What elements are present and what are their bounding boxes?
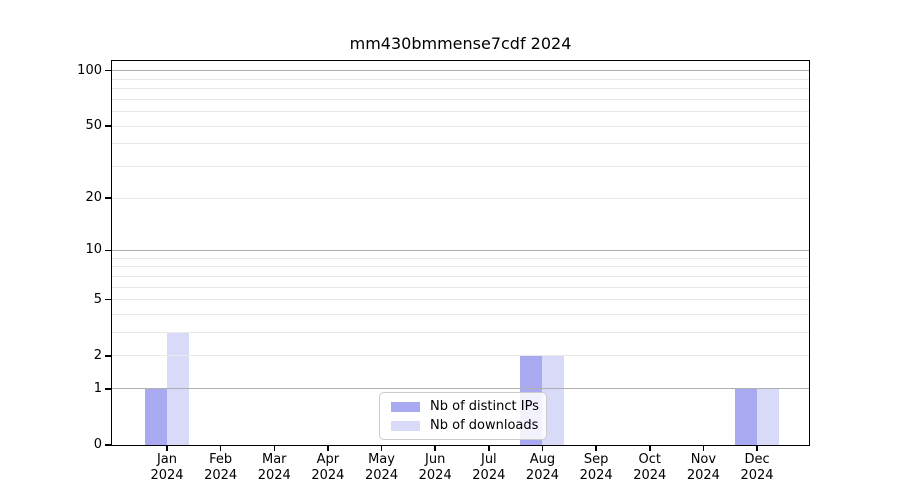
y-tick-2	[104, 355, 112, 357]
minor-gridline-2	[112, 355, 809, 357]
year-label: 2024	[472, 468, 506, 483]
month-label: Feb	[209, 452, 233, 467]
y-tick-label-5: 5	[93, 291, 102, 307]
x-tick-label-mar-2024: Mar 2024	[231, 452, 317, 484]
legend-item-distinct-ips: Nb of distinct IPs	[391, 399, 539, 414]
month-label: Mar	[262, 452, 287, 467]
minor-gridline-40	[112, 143, 809, 145]
y-tick-10	[104, 249, 112, 252]
year-label: 2024	[418, 468, 452, 483]
month-label: May	[368, 452, 395, 467]
y-tick-5	[104, 298, 112, 301]
x-tick-sep-2024	[595, 445, 597, 451]
year-label: 2024	[150, 468, 184, 483]
minor-gridline-7	[112, 275, 809, 277]
minor-gridline-70	[112, 98, 809, 100]
chart-title: mm430bmmense7cdf 2024	[349, 34, 572, 53]
legend-swatch-downloads	[391, 420, 420, 431]
y-tick-1	[104, 388, 112, 390]
bar-nb-of-distinct-ips-dec-2024	[735, 388, 758, 445]
x-tick-may-2024	[380, 445, 383, 451]
month-label: Jun	[425, 452, 446, 467]
x-tick-label-may-2024: May 2024	[339, 452, 425, 484]
month-label: Dec	[744, 452, 770, 467]
y-tick-label-100: 100	[77, 62, 102, 78]
month-label: Nov	[690, 452, 717, 467]
minor-gridline-60	[112, 111, 809, 112]
x-tick-label-sep-2024: Sep 2024	[553, 452, 639, 484]
y-tick-50	[104, 125, 112, 127]
x-tick-label-apr-2024: Apr 2024	[285, 452, 371, 484]
x-tick-label-feb-2024: Feb 2024	[178, 452, 264, 484]
y-tick-label-50: 50	[85, 118, 102, 134]
y-tick-100	[104, 69, 112, 72]
y-tick-label-20: 20	[85, 190, 102, 205]
x-tick-label-dec-2024: Dec 2024	[714, 452, 800, 484]
year-label: 2024	[311, 468, 345, 483]
minor-gridline-50	[112, 125, 809, 127]
major-gridline-100	[112, 69, 809, 72]
minor-gridline-30	[112, 165, 809, 167]
x-tick-jan-2024	[166, 445, 168, 451]
legend: Nb of distinct IPs Nb of downloads	[379, 392, 547, 440]
legend-swatch-distinct-ips	[391, 401, 420, 412]
minor-gridline-6	[112, 286, 809, 288]
y-tick-label-2: 2	[93, 347, 102, 363]
x-tick-oct-2024	[649, 445, 651, 451]
bar-nb-of-distinct-ips-jan-2024	[145, 388, 167, 445]
minor-gridline-3	[112, 332, 809, 334]
x-tick-aug-2024	[541, 445, 544, 451]
bar-nb-of-downloads-aug-2024	[542, 355, 565, 445]
x-tick-jul-2024	[488, 445, 490, 451]
year-label: 2024	[633, 468, 667, 483]
plot-area	[112, 61, 809, 445]
year-label: 2024	[257, 468, 291, 483]
year-label: 2024	[686, 468, 720, 483]
legend-item-downloads: Nb of downloads	[391, 418, 539, 433]
month-label: Sep	[583, 452, 609, 467]
minor-gridline-5	[112, 299, 809, 301]
legend-label-distinct-ips: Nb of distinct IPs	[430, 399, 539, 414]
month-label: Jul	[480, 452, 497, 467]
x-tick-mar-2024	[273, 445, 276, 451]
bar-nb-of-downloads-dec-2024	[757, 388, 780, 445]
minor-gridline-80	[112, 87, 809, 89]
x-tick-label-oct-2024: Oct 2024	[607, 452, 693, 484]
x-tick-label-aug-2024: Aug 2024	[499, 452, 585, 484]
month-label: Aug	[529, 452, 556, 467]
month-label: Apr	[316, 452, 340, 467]
year-label: 2024	[525, 468, 560, 483]
minor-gridline-90	[112, 78, 809, 80]
y-tick-label-1: 1	[93, 380, 102, 396]
minor-gridline-8	[112, 266, 809, 268]
x-tick-label-jul-2024: Jul 2024	[446, 452, 532, 484]
x-tick-dec-2024	[756, 445, 758, 451]
major-gridline-10	[112, 249, 809, 252]
year-label: 2024	[579, 468, 613, 483]
y-tick-0	[104, 444, 112, 446]
year-label: 2024	[204, 468, 238, 483]
y-tick-20	[104, 197, 112, 199]
x-tick-apr-2024	[327, 445, 329, 451]
year-label: 2024	[740, 468, 774, 483]
x-tick-feb-2024	[219, 445, 222, 451]
major-gridline-1	[112, 388, 809, 390]
minor-gridline-20	[112, 197, 809, 199]
legend-label-downloads: Nb of downloads	[430, 418, 539, 433]
x-tick-jun-2024	[434, 445, 436, 451]
year-label: 2024	[365, 468, 399, 483]
x-tick-label-jan-2024: Jan 2024	[124, 452, 210, 484]
x-tick-nov-2024	[702, 445, 705, 451]
minor-gridline-4	[112, 313, 809, 315]
month-label: Jan	[156, 452, 178, 467]
month-label: Oct	[638, 452, 661, 467]
x-tick-label-jun-2024: Jun 2024	[392, 452, 478, 484]
y-tick-label-10: 10	[85, 242, 102, 258]
y-tick-label-0: 0	[93, 437, 102, 452]
minor-gridline-9	[112, 257, 809, 259]
x-tick-label-nov-2024: Nov 2024	[660, 452, 746, 484]
